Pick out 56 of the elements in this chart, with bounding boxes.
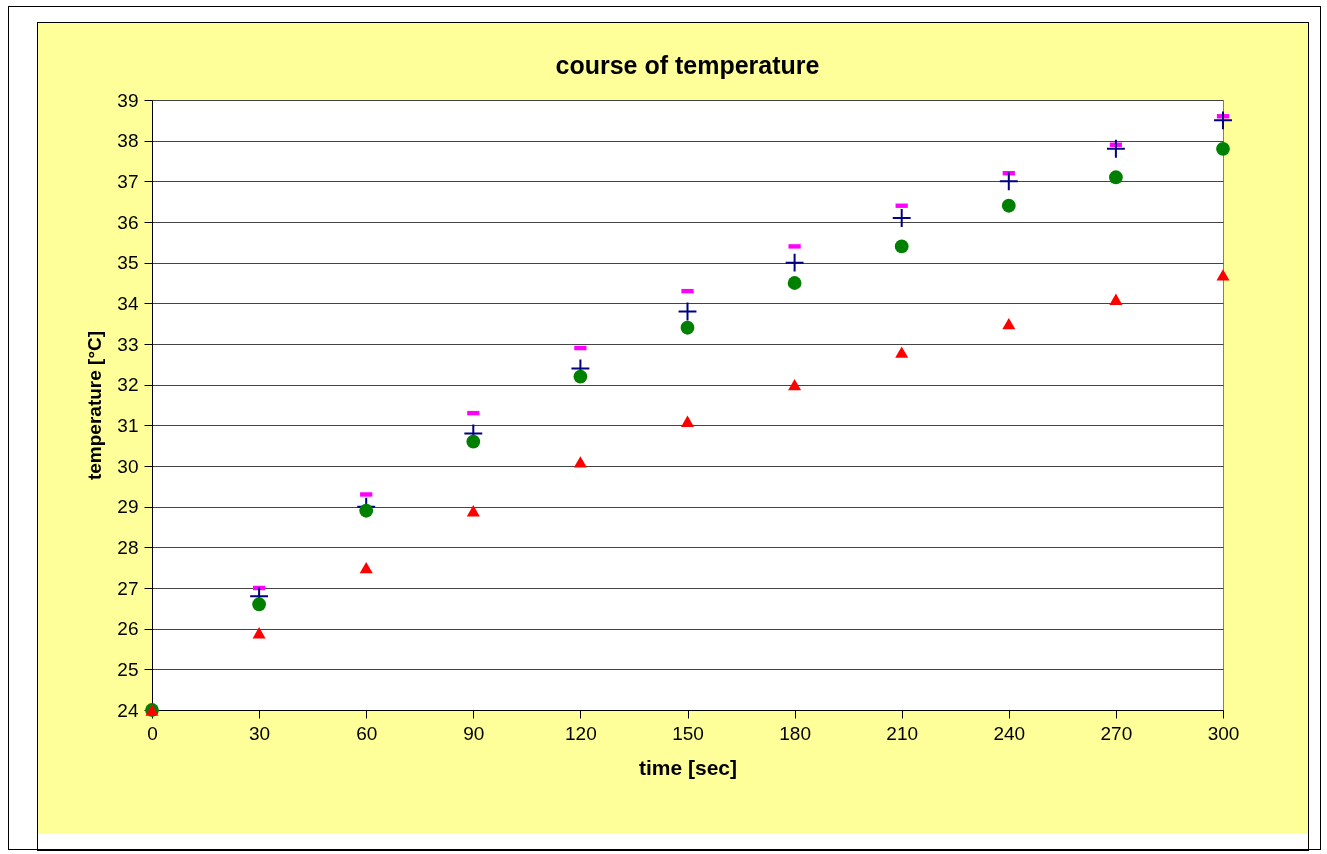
y-tick-label: 31 [117,414,139,436]
point [1105,138,1126,159]
point [784,252,805,273]
point [1001,198,1016,213]
x-axis-title: time [sec] [638,755,738,779]
x-tick-label: 240 [993,722,1026,744]
x-tick-label: 120 [565,722,597,744]
x-tick-label: 300 [1207,722,1240,744]
point [1002,318,1016,330]
point [252,597,266,612]
y-tick-label: 39 [117,89,139,111]
point [677,301,698,322]
y-tick-label: 26 [117,618,139,640]
y-tick-label: 32 [117,374,139,396]
y-tick-label: 35 [117,252,139,274]
point [573,456,587,468]
y-tick-label: 24 [117,699,139,721]
x-tick-label: 210 [886,722,919,744]
point [788,379,802,391]
y-tick-label: 37 [117,170,139,192]
x-tick-label: 0 [147,722,158,744]
point [1213,110,1233,131]
point [998,171,1019,192]
y-tick-label: 34 [117,292,139,314]
y-tick-label: 25 [117,658,139,680]
point [359,562,373,574]
point [1109,293,1123,305]
point [573,369,588,384]
point [891,207,912,228]
point [359,503,374,518]
y-tick-label: 30 [117,455,139,477]
point [466,505,480,517]
point [466,434,481,449]
x-tick-label: 30 [249,722,271,744]
point [1216,269,1230,281]
point [1216,141,1230,156]
chart-title: course of temperature [555,51,820,79]
point [252,627,266,639]
x-tick-label: 180 [779,722,811,744]
x-tick-label: 90 [463,722,485,744]
y-tick-label: 28 [117,536,139,558]
x-tick-label: 270 [1100,722,1133,744]
x-tick-label: 150 [672,722,704,744]
point [1109,170,1123,185]
point [787,276,802,290]
y-tick-label: 29 [117,496,139,518]
point [894,239,909,254]
y-tick-label: 38 [117,130,139,152]
point [895,346,909,358]
point [680,415,695,427]
y-axis-title: temperature [°C] [84,330,106,481]
point [680,320,695,335]
y-tick-label: 33 [117,333,139,355]
y-tick-label: 36 [117,211,139,233]
x-tick-label: 60 [356,722,378,744]
y-tick-label: 27 [117,577,139,599]
